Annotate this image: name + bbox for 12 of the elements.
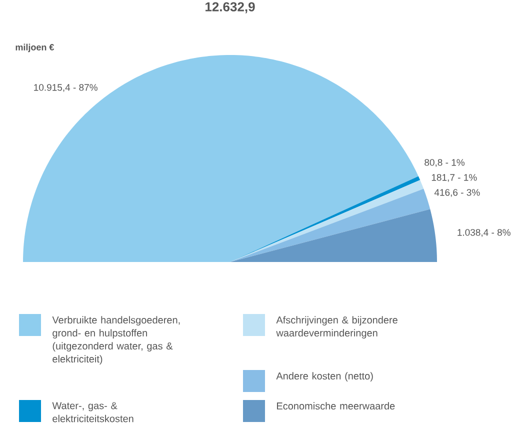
legend-label: Water-, gas- & elektriciteitskosten — [52, 402, 134, 422]
legend-label: Verbruikte handelsgoederen, grond- en hulpstoffen (uitgezonderd water, gas & elektriciteit) — [52, 316, 180, 364]
legend-label: Andere kosten (netto) — [276, 372, 373, 382]
data-label: 181,7 - 1% — [432, 174, 477, 182]
data-label: 10.915,4 - 87% — [34, 84, 98, 92]
chart-title: 12.632,9 — [206, 2, 255, 14]
data-label: 1.038,4 - 8% — [458, 229, 510, 237]
data-label: 416,6 - 3% — [434, 189, 480, 197]
data-label: 80,8 - 1% — [424, 159, 465, 167]
legend-label: Afschrijvingen & bijzondere waardeverminderingen — [276, 316, 398, 338]
chart-subtitle: miljoen € — [16, 44, 54, 52]
legend-label: Economische meerwaarde — [277, 402, 395, 410]
